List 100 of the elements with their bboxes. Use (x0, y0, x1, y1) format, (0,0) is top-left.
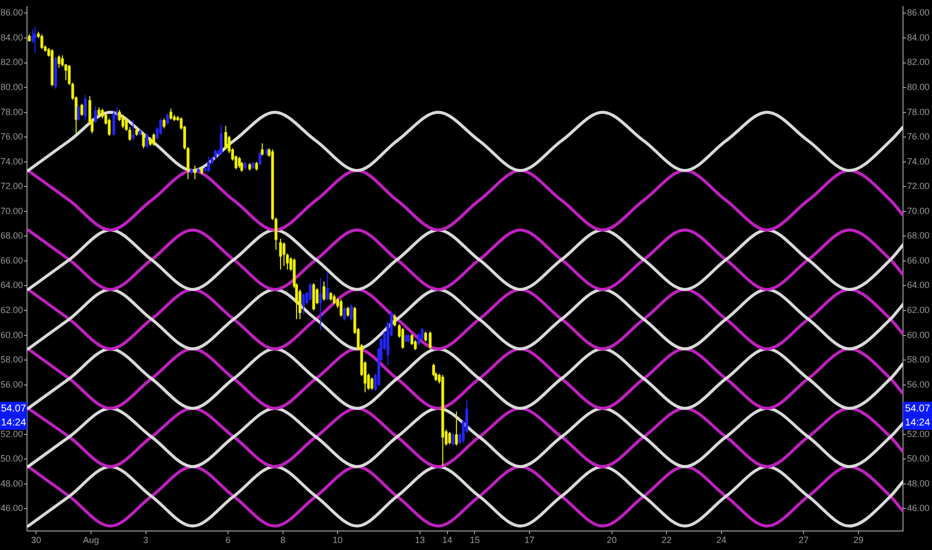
candlestick (452, 432, 454, 446)
y2-tick-label: 56.00 (907, 379, 930, 390)
y-tick-label: 84.00 (0, 32, 23, 42)
x-tick-label: 15 (470, 534, 480, 545)
x-tick-label: 24 (716, 534, 726, 545)
candlestick (424, 331, 427, 342)
x-tick-label: 27 (798, 534, 809, 545)
y2-tick-label: 60.00 (907, 330, 930, 340)
y-tick-label: 86.00 (0, 8, 23, 18)
candlestick (34, 26, 36, 54)
x-tick-label: 14 (442, 534, 452, 545)
y-tick-label: 58.00 (0, 354, 23, 365)
candlestick (302, 292, 305, 315)
candlestick (279, 238, 282, 270)
candlestick (40, 34, 44, 50)
candlestick (58, 54, 60, 68)
candlestick (340, 298, 342, 318)
candlestick (343, 306, 346, 321)
candlestick (410, 334, 414, 346)
y-tick-label: 82.00 (0, 57, 23, 68)
annotation: 54.07 (0, 403, 26, 414)
candlestick (393, 314, 396, 328)
y-tick-label: 48.00 (0, 478, 23, 488)
y-tick-label: 52.00 (0, 428, 23, 439)
y-tick-label: 60.00 (0, 330, 23, 340)
y2-tick-label: 72.00 (907, 181, 930, 192)
candlestick (370, 376, 374, 390)
x-tick-label: Aug (82, 534, 99, 545)
y-tick-label: 50.00 (0, 454, 23, 464)
y2-tick-label: 62.00 (907, 304, 930, 315)
y2-tick-label: 58.00 (907, 354, 930, 365)
y-tick-label: 70.00 (0, 206, 23, 216)
candlestick (207, 156, 210, 172)
candlestick (432, 363, 435, 377)
candlestick (238, 156, 241, 169)
x-tick-label: 10 (332, 534, 343, 545)
y2-tick-label: 52.00 (907, 428, 930, 439)
candlestick (455, 410, 458, 446)
candlestick (417, 332, 420, 346)
candlestick (142, 132, 145, 149)
y-tick-label: 76.00 (0, 132, 23, 142)
candlestick (282, 242, 286, 266)
candlestick (162, 118, 166, 129)
candlestick (319, 278, 322, 331)
candlestick (258, 151, 262, 166)
text: 14:24 (0, 417, 26, 428)
candlestick (322, 280, 326, 302)
candlestick (420, 327, 424, 341)
y-tick-label: 62.00 (0, 304, 23, 315)
y-tick-label: 74.00 (0, 156, 23, 166)
candlestick (84, 94, 87, 120)
x-tick-label: 20 (606, 534, 617, 545)
y-tick-label: 56.00 (0, 379, 23, 390)
y2-tick-label: 70.00 (907, 206, 930, 216)
y2-tick-label: 78.00 (907, 106, 930, 117)
y2-tick-label: 76.00 (907, 132, 930, 142)
candlestick (326, 270, 329, 302)
candlestick (80, 103, 84, 117)
candlestick (166, 113, 169, 126)
y2-tick-label: 64.00 (907, 280, 930, 290)
y-tick-label: 66.00 (0, 255, 23, 266)
y-tick-label: 78.00 (0, 106, 23, 117)
y2-tick-label: 82.00 (907, 57, 930, 68)
candlestick (308, 282, 312, 302)
y-tick-label: 64.00 (0, 280, 23, 290)
y2-tick-label: 74.00 (907, 156, 930, 166)
y2-tick-label: 84.00 (907, 32, 930, 42)
x-tick-label: 30 (31, 534, 42, 545)
y-tick-label: 46.00 (0, 503, 23, 514)
y2-tick-label: 46.00 (907, 503, 930, 514)
candlestick (193, 165, 196, 180)
candlestick (94, 106, 97, 124)
x-tick-label: 29 (853, 534, 864, 545)
candlestick (350, 304, 353, 321)
candlestick (152, 132, 156, 146)
y-tick-label: 72.00 (0, 181, 23, 192)
y-tick-label: 68.00 (0, 230, 23, 241)
x-tick-label: 3 (143, 534, 148, 545)
candlestick (76, 104, 80, 122)
x-tick-label: 6 (226, 534, 231, 545)
candlestick (240, 161, 244, 172)
candlestick (122, 114, 124, 129)
y2-tick-label: 86.00 (907, 8, 930, 18)
y-tick-label: 80.00 (0, 82, 23, 92)
candlestick (170, 108, 172, 120)
x-tick-label: 13 (414, 534, 425, 545)
text: 54.07 (904, 403, 930, 414)
y2-tick-label: 80.00 (907, 82, 930, 92)
candlestick (346, 306, 350, 318)
y2-tick-label: 68.00 (907, 230, 930, 241)
y2-tick-label: 48.00 (907, 478, 930, 488)
y2-tick-label: 50.00 (907, 454, 930, 464)
y2-tick-label: 66.00 (907, 255, 930, 266)
candlestick (260, 142, 264, 156)
text: 14:24 (904, 417, 930, 428)
x-tick-label: 22 (662, 534, 672, 545)
x-tick-label: 8 (280, 534, 286, 545)
candlestick (159, 118, 162, 136)
x-tick-label: 17 (524, 534, 535, 545)
candlestick (448, 431, 451, 445)
